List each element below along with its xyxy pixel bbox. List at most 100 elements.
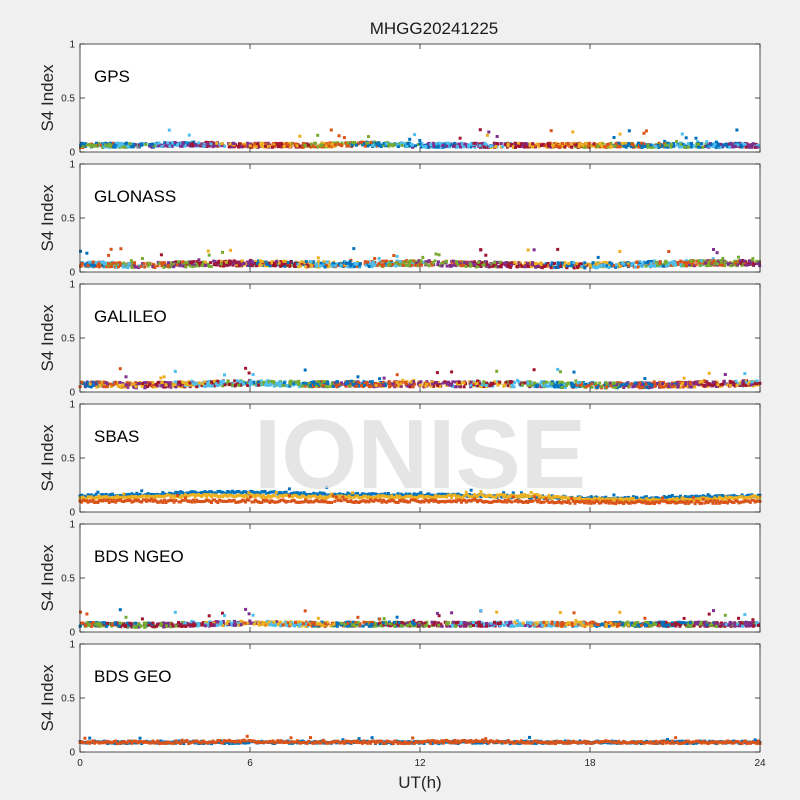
point (127, 492, 131, 496)
point (396, 495, 400, 499)
point (721, 259, 725, 263)
point (629, 145, 633, 149)
point (562, 383, 566, 387)
point (664, 141, 668, 145)
point (357, 384, 361, 388)
point (352, 380, 356, 384)
point (377, 261, 381, 265)
point (369, 384, 373, 388)
point (582, 145, 586, 149)
point (503, 383, 507, 387)
point (496, 265, 499, 269)
point (118, 384, 122, 388)
point (564, 385, 567, 389)
point (267, 380, 271, 384)
point (693, 385, 697, 389)
point (337, 262, 341, 266)
point (511, 380, 515, 384)
point (658, 260, 662, 264)
point (212, 381, 216, 385)
point (190, 142, 194, 146)
point (558, 495, 562, 499)
point (523, 493, 527, 496)
point (276, 381, 280, 385)
point (167, 261, 170, 265)
point (385, 495, 389, 499)
point (521, 383, 524, 387)
point (143, 265, 147, 269)
point (443, 145, 447, 149)
point (257, 491, 260, 495)
point (396, 492, 400, 496)
point (632, 261, 636, 265)
point (537, 145, 541, 149)
point (688, 495, 692, 499)
point (553, 261, 556, 265)
y-tick-label: 0 (69, 148, 75, 159)
point (568, 381, 572, 385)
point (134, 265, 138, 269)
point (467, 145, 471, 149)
point (372, 492, 376, 496)
point (227, 493, 231, 497)
point (490, 262, 494, 266)
point (688, 262, 691, 266)
point (177, 384, 181, 388)
point (102, 380, 106, 384)
point (705, 144, 709, 148)
point (572, 261, 576, 265)
point (612, 263, 615, 267)
point (99, 493, 103, 497)
point (388, 262, 392, 266)
point (102, 145, 106, 149)
point (729, 494, 733, 498)
point (427, 259, 431, 263)
point (297, 495, 301, 499)
point (299, 491, 303, 495)
point (517, 380, 521, 384)
point (258, 494, 262, 498)
point (312, 380, 316, 384)
point (393, 496, 397, 500)
point (163, 261, 166, 265)
point (615, 145, 619, 149)
point (88, 494, 92, 497)
point (275, 260, 279, 264)
point (264, 262, 268, 266)
point (347, 494, 351, 498)
point (326, 385, 330, 389)
point (183, 144, 187, 148)
point (107, 253, 111, 257)
point (524, 381, 528, 385)
point (102, 495, 106, 499)
point (591, 265, 595, 269)
point (119, 494, 123, 497)
point (282, 262, 286, 266)
point (596, 255, 600, 259)
point (498, 493, 502, 497)
point (381, 259, 385, 263)
point (488, 384, 492, 388)
point (608, 381, 612, 385)
point (437, 494, 441, 498)
point (104, 492, 108, 496)
point (259, 142, 263, 146)
point (258, 263, 262, 267)
point (676, 381, 680, 385)
point (405, 384, 409, 388)
point (242, 495, 246, 499)
point (210, 380, 214, 384)
point (412, 495, 416, 499)
point (590, 144, 594, 148)
point (710, 143, 714, 147)
point (99, 143, 103, 147)
point (688, 380, 692, 384)
point (345, 382, 348, 386)
point (212, 384, 216, 388)
point (88, 382, 92, 386)
point (333, 143, 337, 147)
point (707, 371, 711, 375)
point (129, 383, 133, 387)
point (531, 145, 535, 149)
point (250, 489, 254, 493)
